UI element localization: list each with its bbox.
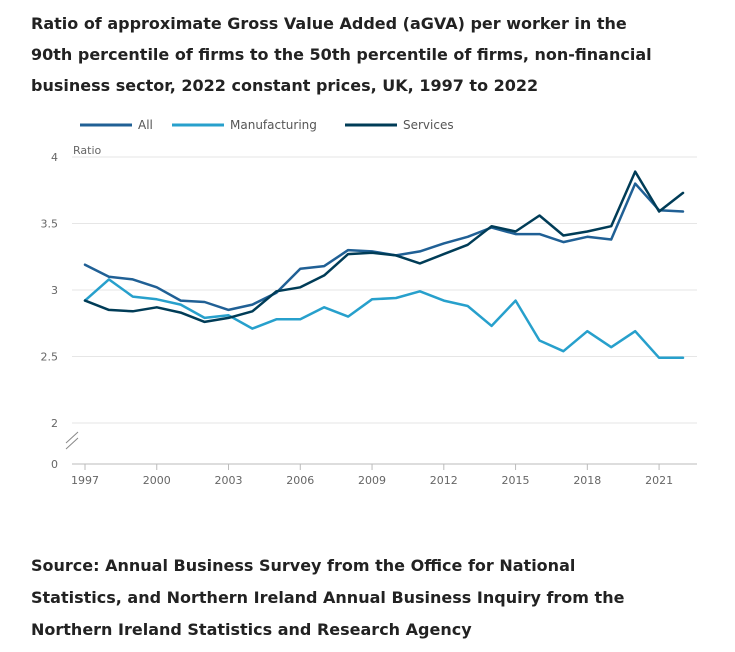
legend-item-all[interactable]: All xyxy=(80,118,153,132)
x-tick-label: 2012 xyxy=(430,474,458,487)
series-line-manufacturing xyxy=(83,278,685,360)
x-tick-label: 2006 xyxy=(286,474,314,487)
gridlines xyxy=(65,156,697,465)
legend-item-manufacturing[interactable]: Manufacturing xyxy=(172,118,317,132)
legend: All Manufacturing Services xyxy=(80,118,454,132)
legend-item-services[interactable]: Services xyxy=(345,118,454,132)
y-tick-label: 3.5 xyxy=(41,218,59,231)
source-note: Source: Annual Business Survey from the … xyxy=(31,556,625,639)
axis-break-mark xyxy=(65,431,79,444)
y-axis-ticks: 0 2 2.5 3 3.5 4 xyxy=(41,151,59,471)
y-tick-label: 0 xyxy=(51,458,58,471)
x-tick-label: 2015 xyxy=(502,474,530,487)
x-tick-label: 2003 xyxy=(215,474,243,487)
x-tick-label: 2000 xyxy=(143,474,171,487)
legend-label: All xyxy=(138,118,153,132)
series-line-all xyxy=(83,182,685,312)
axis-break-mark xyxy=(65,437,79,450)
legend-label: Services xyxy=(403,118,454,132)
y-tick-label: 3 xyxy=(51,284,58,297)
x-tick-label: 2009 xyxy=(358,474,386,487)
y-tick-label: 4 xyxy=(51,151,58,164)
series-line-services xyxy=(83,170,685,324)
y-tick-label: 2.5 xyxy=(41,351,59,364)
series-lines xyxy=(83,170,685,360)
x-tick-label: 1997 xyxy=(71,474,99,487)
legend-label: Manufacturing xyxy=(230,118,317,132)
chart-title: Ratio of approximate Gross Value Added (… xyxy=(31,14,652,95)
y-axis-label: Ratio xyxy=(73,144,102,157)
x-tick-label: 2021 xyxy=(645,474,673,487)
x-axis-ticks: 1997 2000 2003 2006 2009 2012 2015 2018 2021 xyxy=(71,464,673,487)
x-tick-label: 2018 xyxy=(573,474,601,487)
y-tick-label: 2 xyxy=(51,417,58,430)
